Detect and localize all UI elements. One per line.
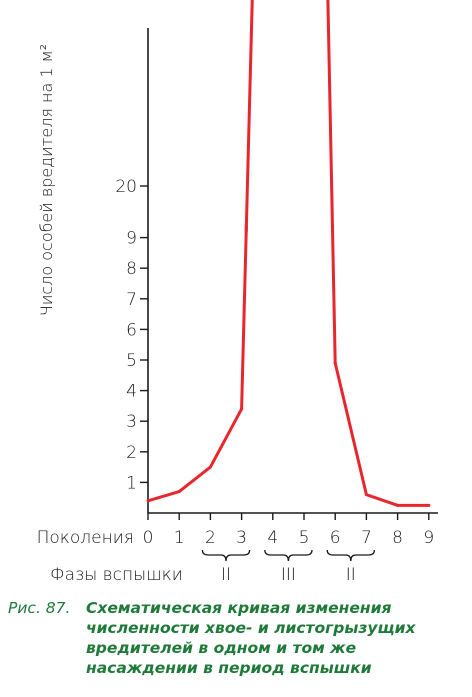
phase-brace [326, 549, 376, 562]
data-point [209, 465, 212, 469]
series-segment [208, 407, 244, 469]
phase-label: III [281, 565, 296, 585]
y-tick-label: 5 [126, 351, 137, 371]
x-row-label: Поколения [37, 528, 134, 548]
y-tick-label: 20 [115, 177, 137, 197]
series-segment [146, 490, 181, 503]
x-tick-label: 0 [143, 528, 154, 548]
series-segment [326, 0, 335, 234]
x-tick-label: 5 [299, 528, 310, 548]
data-point [365, 493, 368, 497]
x-tick-label: 3 [236, 528, 247, 548]
data-point [177, 490, 181, 493]
series-segment [177, 465, 212, 494]
series-curve [146, 0, 431, 507]
series-segment [240, 223, 248, 411]
figure-caption: Рис. 87. Схематическая кривая изменения … [8, 598, 468, 678]
y-ticks: 123456789203040506070 [115, 177, 148, 493]
y-tick-label: 4 [126, 382, 137, 402]
phase-row-label: Фазы вспышки [50, 565, 183, 585]
x-tick-label: 8 [392, 528, 403, 548]
data-point [396, 503, 399, 507]
series-segment [333, 361, 368, 497]
x-tick-label: 1 [174, 528, 185, 548]
y-tick-label: 7 [126, 290, 137, 310]
phase-braces: II III II [201, 549, 376, 585]
series-segment [330, 223, 337, 365]
y-tick-label: 8 [126, 259, 137, 279]
caption-number: Рис. 87. [8, 599, 71, 617]
data-point [333, 361, 337, 365]
y-tick-label: 6 [126, 320, 137, 340]
y-tick-label: 9 [126, 229, 137, 249]
data-point [146, 499, 150, 503]
caption-text: Схематическая кривая изменения численнос… [86, 599, 416, 677]
x-tick-label: 6 [330, 528, 341, 548]
data-point [240, 407, 244, 411]
series-segment [364, 493, 400, 507]
y-axis-label: Число особей вредителя на 1 м² [37, 44, 56, 316]
data-point [427, 503, 431, 507]
x-tick-label: 4 [267, 528, 278, 548]
phase-label: II [221, 565, 231, 585]
phase-label: II [346, 565, 356, 585]
x-tick-label: 7 [361, 528, 372, 548]
phase-brace [264, 549, 313, 562]
y-tick-label: 2 [126, 443, 137, 463]
phase-brace [201, 549, 251, 562]
series-segment [244, 0, 254, 234]
y-tick-label: 3 [126, 412, 137, 432]
x-tick-label: 9 [423, 528, 434, 548]
x-tick-label: 2 [205, 528, 216, 548]
y-tick-label: 1 [126, 473, 137, 493]
